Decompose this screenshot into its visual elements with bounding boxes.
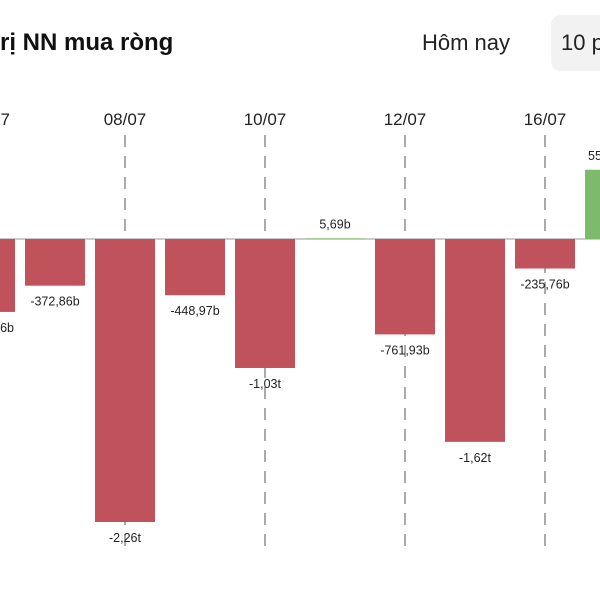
bar (25, 239, 85, 286)
bar (235, 239, 295, 368)
bar (165, 239, 225, 296)
value-label: -2,26t (109, 531, 141, 545)
value-label: -761,93b (380, 343, 429, 357)
period-button-bg[interactable] (551, 15, 600, 71)
bar (445, 239, 505, 442)
bar (515, 239, 575, 269)
x-tick-label: 16/07 (524, 110, 567, 129)
period-button[interactable]: 10 p (561, 30, 600, 55)
today-button[interactable]: Hôm nay (422, 30, 510, 55)
value-label: -235,76b (520, 278, 569, 292)
bar (375, 239, 435, 335)
x-tick-label: 10/07 (244, 110, 287, 129)
value-label: -1,62t (459, 451, 491, 465)
bar (95, 239, 155, 522)
value-label: 6b (0, 321, 14, 335)
value-label: 5,69b (319, 217, 350, 231)
x-tick-label: 08/07 (104, 110, 147, 129)
value-label: 55 (588, 149, 600, 163)
bar (305, 238, 365, 239)
bar (0, 239, 15, 312)
value-label: -448,97b (170, 304, 219, 318)
value-label: -1,03t (249, 377, 281, 391)
value-label: -372,86b (30, 295, 79, 309)
x-tick-label: 7 (1, 110, 10, 129)
x-tick-label: 12/07 (384, 110, 427, 129)
chart-title: rị NN mua ròng (0, 29, 173, 56)
bar (585, 169, 600, 239)
